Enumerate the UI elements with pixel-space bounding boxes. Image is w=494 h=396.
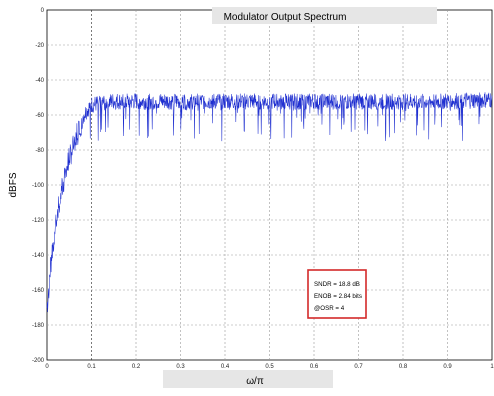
x-tick-label: 0.4 — [221, 364, 230, 370]
x-tick-label: 0.7 — [354, 364, 363, 370]
y-tick-label: -40 — [35, 78, 44, 84]
tick-labels: 0 0.1 0.2 0.3 0.4 0.5 0.6 0.7 0.8 0.9 1 0 -20 -40 -60 -… — [32, 8, 494, 370]
x-axis-label: ω/π — [246, 376, 264, 387]
title-background — [212, 7, 437, 24]
annotation-enob: ENOB = 2.84 bits — [314, 293, 362, 300]
y-tick-label: -180 — [32, 323, 45, 329]
annotation-osr: @OSR = 4 — [314, 305, 345, 312]
annotation-box — [307, 269, 367, 319]
chart-title: Modulator Output Spectrum — [224, 12, 347, 23]
y-tick-label: -100 — [32, 183, 45, 189]
x-tick-label: 0.5 — [265, 364, 274, 370]
x-tick-label: 0 — [45, 364, 49, 370]
x-tick-label: 0.9 — [443, 364, 452, 370]
plot-area — [46, 9, 493, 361]
y-tick-label: -20 — [35, 43, 44, 49]
x-tick-label: 0.3 — [176, 364, 185, 370]
y-tick-label: -140 — [32, 253, 45, 259]
y-tick-label: 0 — [41, 8, 45, 14]
y-tick-label: -160 — [32, 288, 45, 294]
spectrum-series-line — [46, 92, 493, 313]
series-layer — [46, 92, 493, 313]
x-tick-label: 0.2 — [132, 364, 141, 370]
x-tick-label: 0.6 — [310, 364, 319, 370]
y-tick-label: -60 — [35, 113, 44, 119]
y-axis-label: dBFS — [8, 172, 19, 197]
y-tick-label: -120 — [32, 218, 45, 224]
x-tick-label: 0.8 — [399, 364, 408, 370]
xlabel-background — [163, 370, 333, 388]
y-tick-label: -80 — [35, 148, 44, 154]
annotation-sndr: SNDR = 18.8 dB — [314, 281, 360, 288]
x-tick-label: 1 — [490, 364, 494, 370]
x-tick-label: 0.1 — [87, 364, 96, 370]
y-tick-label: -200 — [32, 358, 45, 364]
